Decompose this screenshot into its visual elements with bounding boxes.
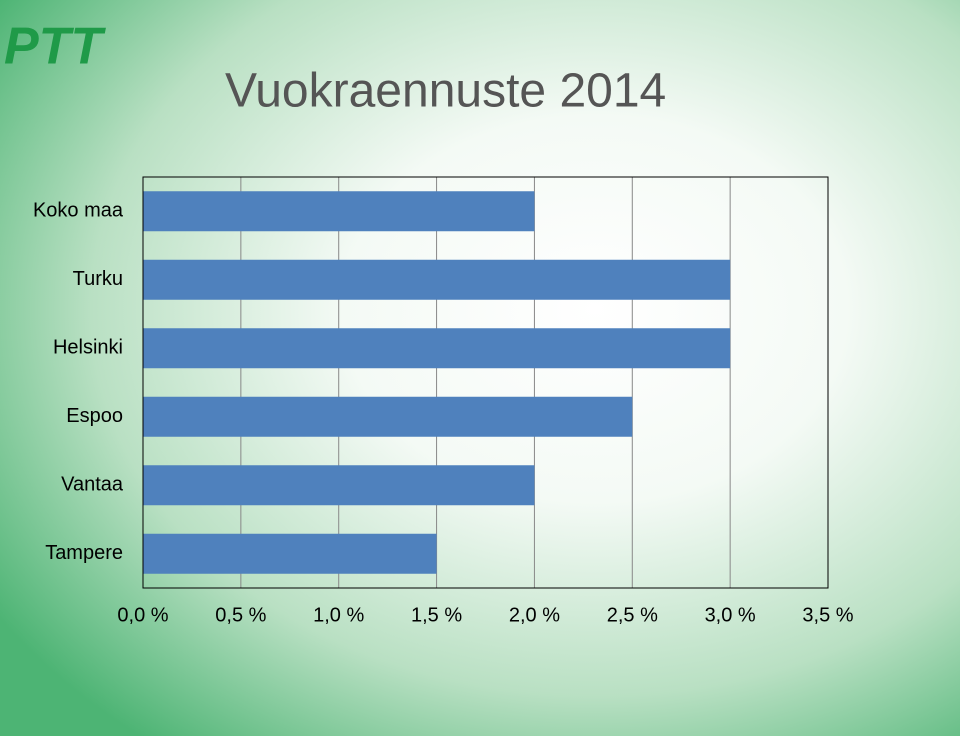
- y-tick-label: Espoo: [66, 405, 123, 427]
- bar: [143, 259, 731, 300]
- bar: [143, 191, 535, 232]
- x-tick-label: 3,5 %: [802, 604, 853, 626]
- x-tick-label: 0,0 %: [117, 604, 168, 626]
- x-tick-label: 1,0 %: [313, 604, 364, 626]
- y-tick-label: Vantaa: [61, 474, 124, 496]
- logo: PTT: [4, 18, 106, 76]
- bar: [143, 328, 731, 369]
- bar: [143, 533, 437, 574]
- y-tick-label: Koko maa: [33, 200, 124, 222]
- bar: [143, 465, 535, 506]
- x-tick-label: 1,5 %: [411, 604, 462, 626]
- chart-title: Vuokraennuste 2014: [225, 65, 666, 118]
- y-tick-label: Turku: [73, 268, 123, 290]
- y-tick-label: Helsinki: [53, 337, 123, 359]
- y-tick-label: Tampere: [45, 542, 123, 564]
- x-tick-label: 2,0 %: [509, 604, 560, 626]
- plot-border: [142, 176, 829, 589]
- bar: [143, 396, 633, 437]
- x-tick-label: 0,5 %: [215, 604, 266, 626]
- x-tick-label: 2,5 %: [607, 604, 658, 626]
- x-tick-label: 3,0 %: [705, 604, 756, 626]
